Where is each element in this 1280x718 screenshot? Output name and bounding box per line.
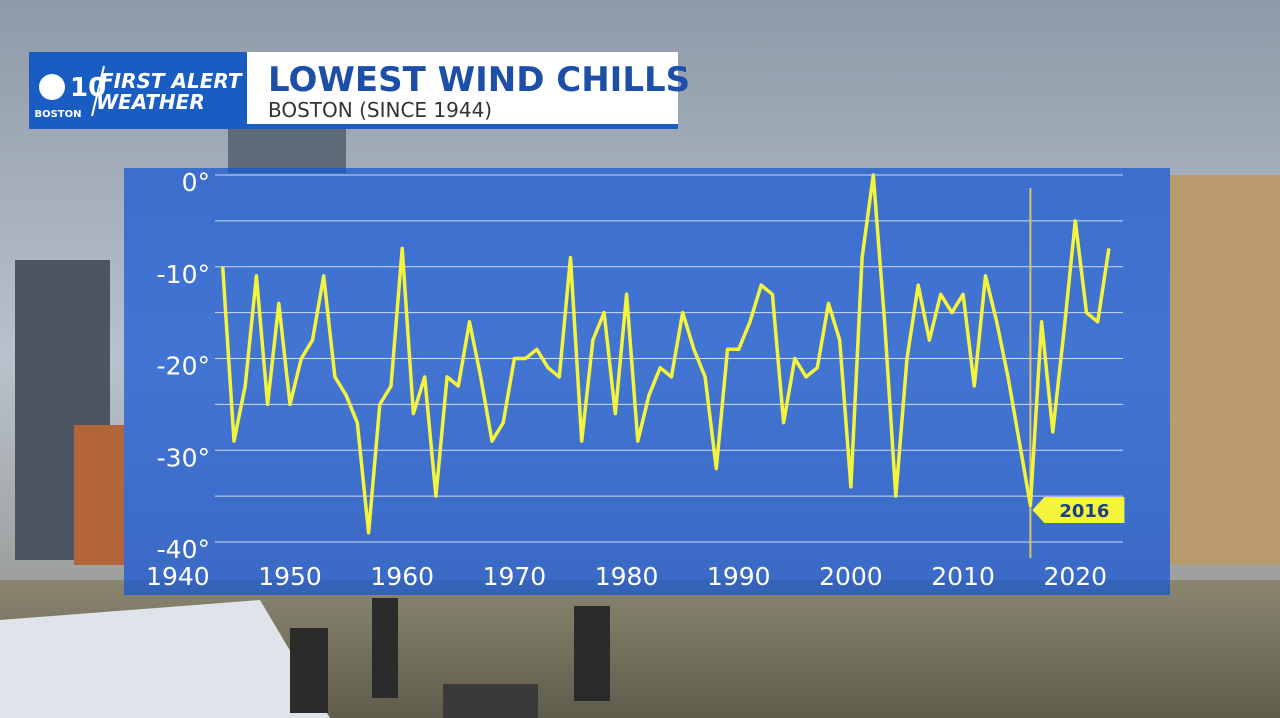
building (1170, 175, 1280, 565)
x-tick-label: 1950 (258, 562, 322, 591)
bollard (443, 684, 538, 718)
highlight-callout (1032, 497, 1125, 523)
x-tick-label: 2020 (1043, 562, 1107, 591)
bollard (574, 606, 610, 701)
y-tick-label: -30° (157, 443, 210, 472)
y-tick-label: -20° (157, 352, 210, 381)
brand-line2: WEATHER (96, 90, 205, 114)
x-tick-label: 1980 (595, 562, 659, 591)
brand-line1: FIRST ALERT (100, 69, 243, 93)
x-tick-label: 1970 (483, 562, 547, 591)
title-box (247, 52, 678, 129)
bollard (290, 628, 328, 713)
title-underline (247, 124, 678, 129)
y-tick-label: -10° (157, 260, 210, 289)
bollard (372, 598, 398, 698)
chart-title: LOWEST WIND CHILLS (268, 60, 690, 100)
chart-panel (124, 168, 1170, 595)
x-tick-label: 1960 (370, 562, 434, 591)
x-tick-label: 1940 (146, 562, 210, 591)
logo-box (29, 52, 247, 129)
chart-subtitle: BOSTON (SINCE 1944) (268, 98, 492, 122)
highlight-label: 2016 (1059, 501, 1109, 522)
snowy-walkway (0, 600, 330, 718)
x-tick-label: 2010 (931, 562, 995, 591)
channel-city: BOSTON (34, 109, 81, 120)
logo-divider (91, 65, 105, 117)
x-tick-label: 1990 (707, 562, 771, 591)
line-series (220, 173, 1111, 535)
building (228, 128, 346, 173)
y-tick-label: -40° (157, 535, 210, 564)
y-tick-label: 0° (182, 168, 210, 197)
building (74, 425, 124, 565)
x-tick-label: 2000 (819, 562, 883, 591)
peacock-logo (39, 74, 65, 100)
plot: 0° -10° -20° -30° -40°1940 1950 1960 1970 1980 19… (146, 168, 1125, 591)
